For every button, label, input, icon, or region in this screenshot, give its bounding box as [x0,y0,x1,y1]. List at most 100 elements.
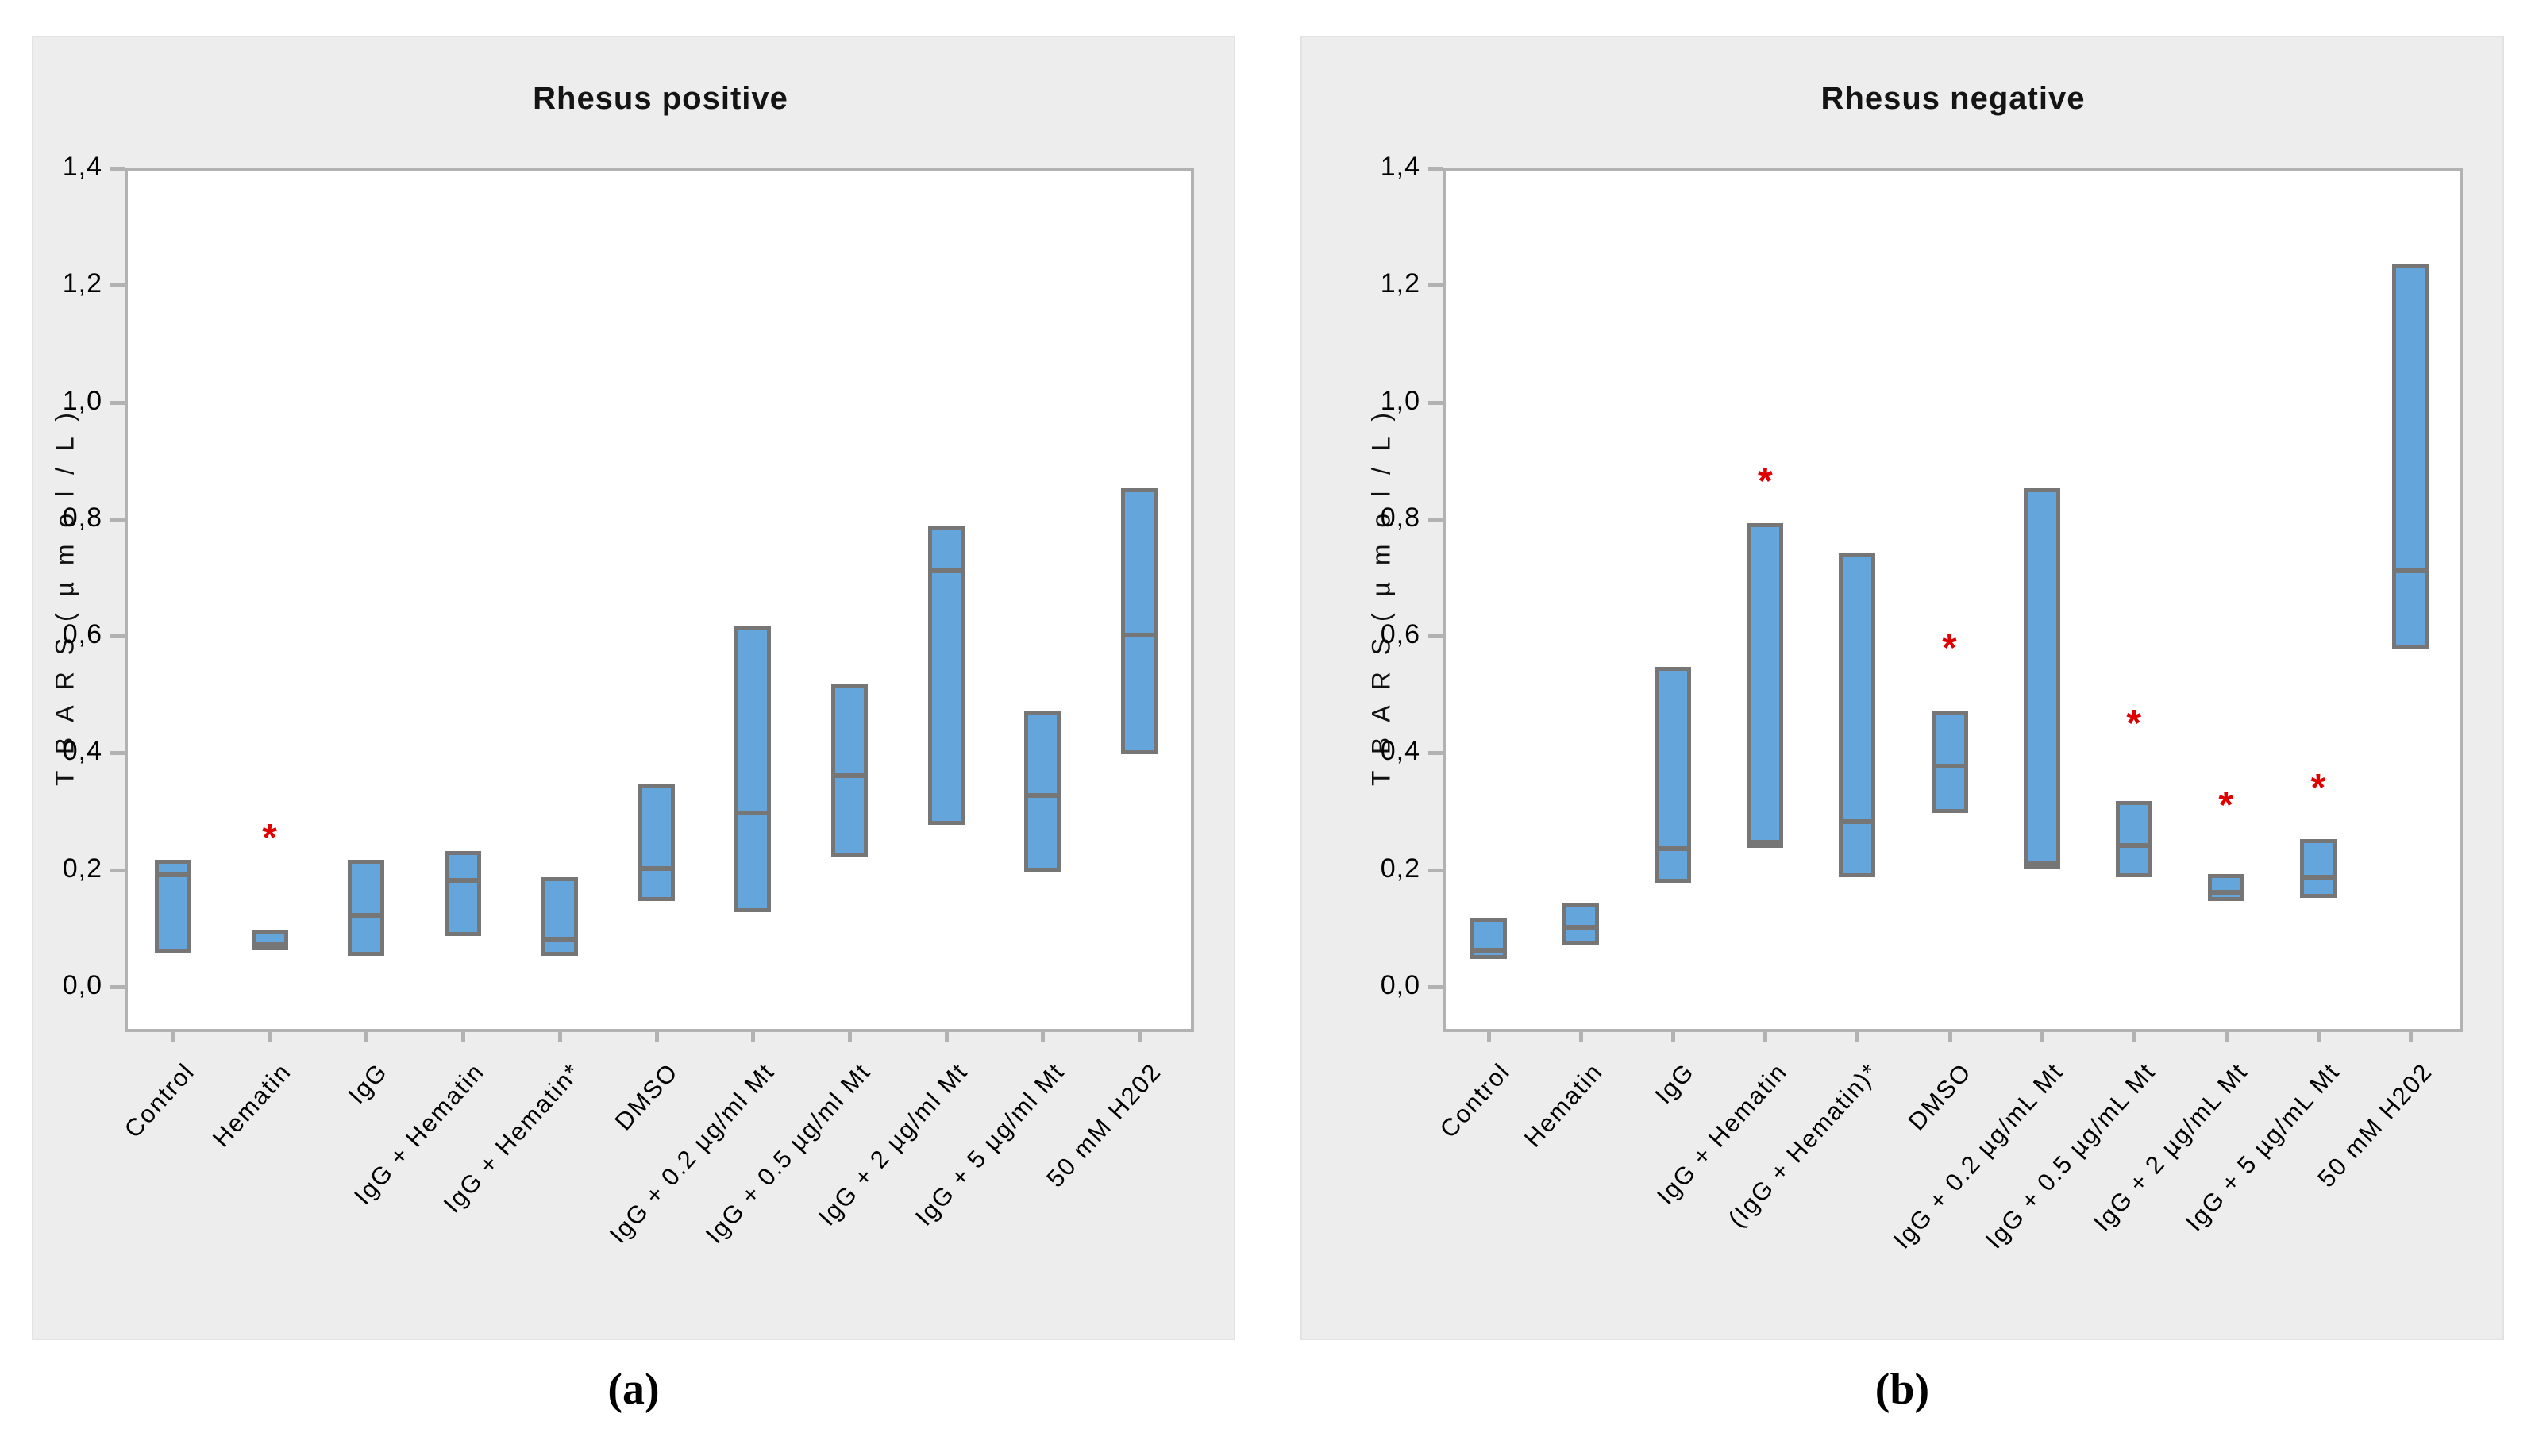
box-plot-bar [2207,874,2244,901]
x-axis-tick [1855,1029,1860,1042]
median-line [1474,948,1504,953]
median-line [1659,845,1688,851]
median-line [834,772,864,778]
y-axis-tick [110,283,125,288]
x-axis-tick [2132,1029,2136,1042]
x-axis-tick [1487,1029,1492,1042]
median-line [1125,632,1154,637]
box-plot-bar [1747,523,1784,849]
median-line [931,568,961,573]
box-plot-bar [154,859,191,953]
x-axis-tick [1763,1029,1768,1042]
significance-asterisk: * [1942,626,1957,669]
box-plot-bar [251,930,288,951]
x-category-label: DMSO [1901,1057,1977,1136]
y-axis-tick [1428,167,1443,171]
median-line [158,872,187,877]
box-plot-bar [541,876,578,957]
y-axis-tick-label: 0,4 [1380,736,1420,767]
x-category-label: IgG + 0.2 µg/ml Mt [603,1057,780,1249]
y-axis-tick [110,517,125,522]
x-axis-tick [1579,1029,1584,1042]
box-plot-bar [445,850,482,936]
y-axis-tick-label: 0,2 [62,853,102,884]
median-line [1566,924,1596,930]
y-axis-tick [110,868,125,872]
significance-asterisk: * [1757,460,1773,503]
y-axis-tick [1428,517,1443,522]
caption-b: (b) [1874,1365,1930,1414]
x-category-label: IgG + 2 µg/mL Mt [2087,1057,2253,1237]
box-plot-bar [638,783,675,901]
chart-title-b: Rhesus negative [1820,81,2086,116]
median-line [738,811,768,816]
box-plot-bar [2299,838,2337,898]
box-plot-bar [927,526,965,825]
median-line [352,913,381,919]
median-line [545,936,574,942]
median-line [2027,860,2056,865]
x-axis-tick [2224,1029,2229,1042]
x-axis-tick [751,1029,756,1042]
y-axis-tick-label: 1,4 [1380,152,1420,182]
box-plot-bar [734,626,772,913]
box-plot-bar [1121,488,1158,755]
plot-area-a [125,168,1194,1032]
y-axis-title-a: T B A R S ( µ m o l / L ) [50,407,79,787]
y-axis-tick-label: 0,8 [62,502,102,533]
x-axis-tick [847,1029,852,1042]
x-axis-tick [1947,1029,1952,1042]
x-axis-tick [944,1029,949,1042]
x-category-label: IgG + 0.5 µg/mL Mt [1979,1057,2161,1254]
median-line [449,878,478,884]
median-line [1751,840,1780,845]
y-axis-tick-label: 1,2 [62,268,102,299]
y-axis-tick [110,634,125,639]
y-axis-tick-label: 0,0 [1380,970,1420,1000]
median-line [2303,875,2333,880]
y-axis-tick [1428,400,1443,405]
x-axis-tick [268,1029,272,1042]
x-axis-tick [1671,1029,1676,1042]
x-category-label: DMSO [608,1057,684,1136]
x-axis-tick [364,1029,369,1042]
median-line [2211,889,2240,895]
median-line [641,866,671,872]
x-category-label: Control [118,1057,200,1144]
median-line [1028,793,1058,799]
box-plot-bar [1931,710,1968,814]
y-axis-tick [110,985,125,989]
box-plot-bar [348,859,385,957]
x-category-label: IgG [1649,1057,1701,1110]
caption-a: (a) [607,1365,660,1414]
x-category-label: IgG + 5 µg/mL Mt [2179,1057,2345,1237]
median-line [2119,842,2148,848]
x-axis-tick [2040,1029,2044,1042]
box-plot-bar [1839,553,1876,878]
x-axis-tick [2408,1029,2413,1042]
y-axis-tick [1428,985,1443,989]
median-line [1843,819,1872,825]
y-axis-tick-label: 1,2 [1380,268,1420,299]
x-axis-tick [1138,1029,1142,1042]
y-axis-tick-label: 0,8 [1380,502,1420,533]
median-line [1935,764,1964,769]
significance-asterisk: * [2310,767,2326,810]
box-plot-bar [2023,488,2060,869]
x-category-label: Hematin [206,1057,297,1153]
y-axis-tick [110,167,125,171]
y-axis-tick-label: 1,0 [62,385,102,416]
significance-asterisk: * [2218,784,2234,827]
x-axis-tick [461,1029,466,1042]
y-axis-tick-label: 0,4 [62,736,102,767]
significance-asterisk: * [2126,703,2142,745]
box-plot-bar [1655,666,1692,884]
x-category-label: Hematin [1518,1057,1608,1153]
y-axis-tick [1428,751,1443,756]
y-axis-tick [1428,634,1443,639]
y-axis-tick [110,751,125,756]
box-plot-bar [2115,801,2152,878]
panel-rhesus-positive: Rhesus positive T B A R S ( µ m o l / L … [32,36,1235,1340]
median-line [255,942,284,948]
